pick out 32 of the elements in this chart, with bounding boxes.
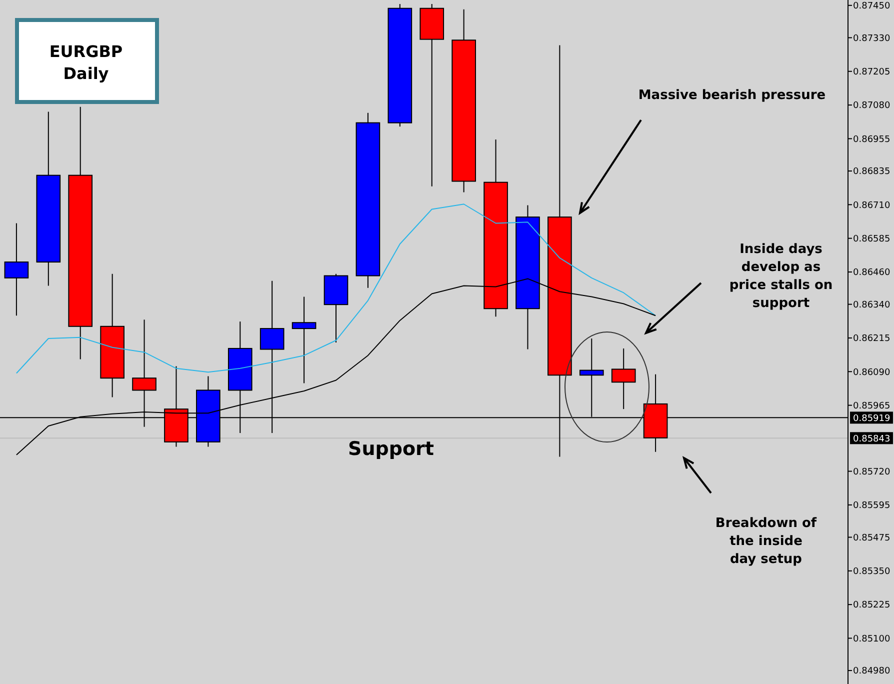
y-tick-label: 0.87205 <box>853 68 890 78</box>
y-tick-label: 0.86460 <box>853 268 890 278</box>
y-tick-label: 0.85100 <box>853 634 890 644</box>
y-tick-label: 0.84980 <box>853 666 890 677</box>
y-tick-label: 0.86090 <box>853 368 890 378</box>
y-tick-label: 0.86710 <box>853 200 890 211</box>
text: EURGBP <box>49 42 123 61</box>
y-tick-label: 0.85720 <box>853 467 890 478</box>
y-tick-label: 0.85225 <box>853 600 890 611</box>
y-tick-label: 0.85965 <box>853 401 890 412</box>
y-tick-label: 0.86835 <box>853 167 890 178</box>
y-tick-label: 0.86215 <box>853 334 890 344</box>
candlestick <box>611 348 636 410</box>
annotation: Support <box>348 438 434 460</box>
ref-line-label: 0.85843 <box>853 434 890 444</box>
line-series <box>16 204 656 374</box>
y-tick-label: 0.85350 <box>853 567 890 578</box>
text: Daily <box>63 64 110 83</box>
y-tick-label: 0.87080 <box>853 101 890 112</box>
y-tick-label: 0.85595 <box>853 501 890 512</box>
y-tick-label: 0.86340 <box>853 300 890 310</box>
y-tick-label: 0.85475 <box>853 533 890 544</box>
y-tick-label: 0.87450 <box>853 2 890 12</box>
y-tick-label: 0.87330 <box>853 34 890 44</box>
ref-line-label: 0.85919 <box>853 414 890 424</box>
text: Breakdown of the inside day setup <box>715 516 817 567</box>
annotation: Massive bearish pressure <box>638 88 826 103</box>
y-tick-label: 0.86585 <box>853 234 890 244</box>
text: Inside days develop as price stalls on support <box>729 242 833 311</box>
candlestick <box>292 296 316 384</box>
y-tick-label: 0.86955 <box>853 134 890 145</box>
candlestick <box>4 222 29 316</box>
